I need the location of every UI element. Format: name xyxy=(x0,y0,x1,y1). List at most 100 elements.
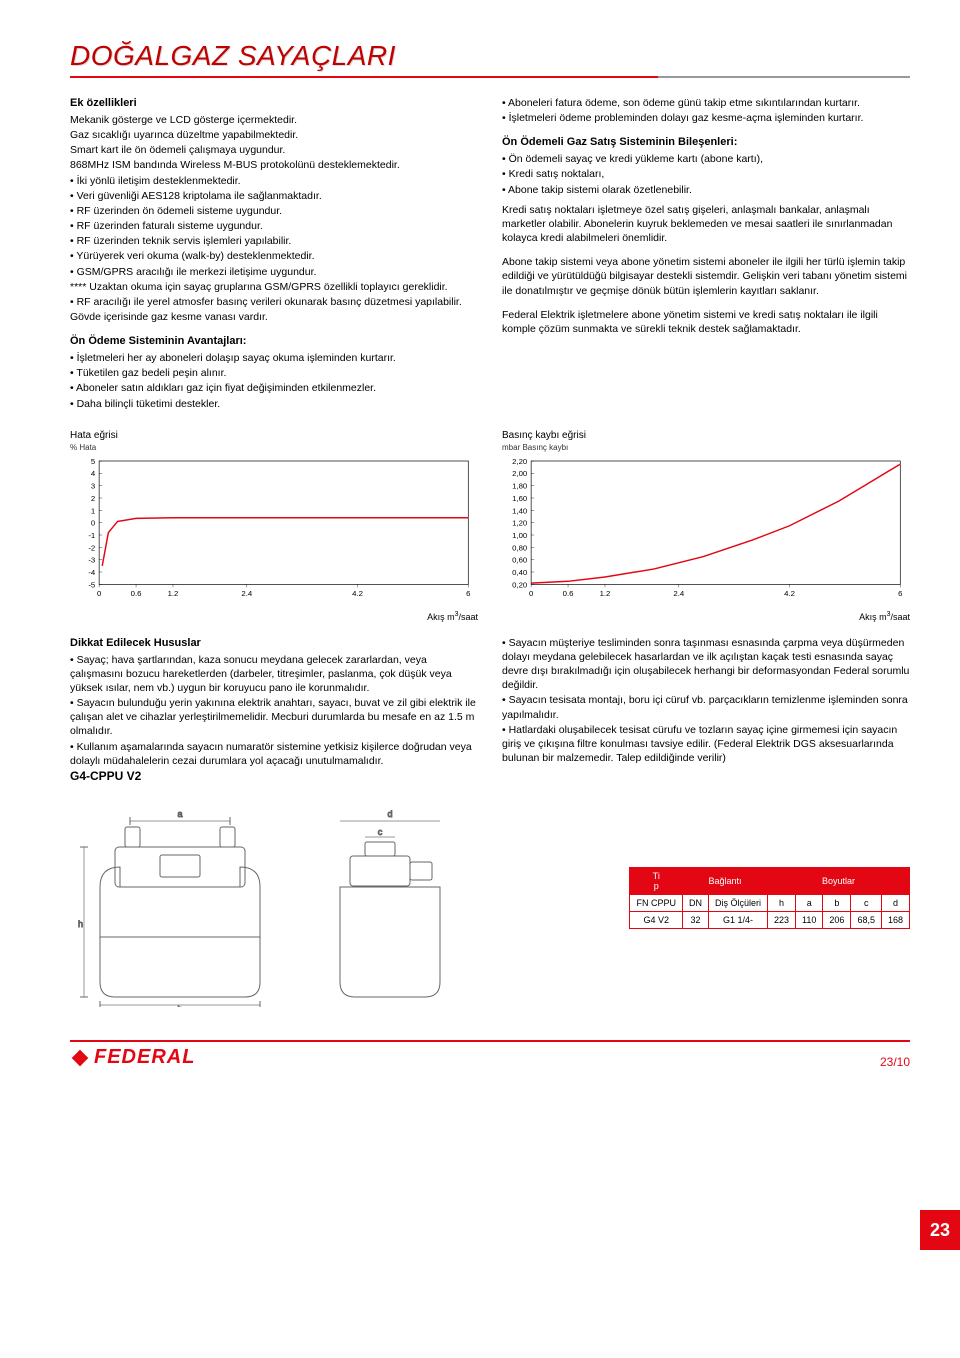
feature-bullet: RF aracılığı ile yerel atmosfer basınç v… xyxy=(70,295,478,309)
advantage-bullet: Tüketilen gaz bedeli peşin alınır. xyxy=(70,366,478,380)
component-bullet: Ön ödemeli sayaç ve kredi yükleme kartı … xyxy=(502,152,910,166)
th-dimensions: Boyutlar xyxy=(768,868,910,895)
dimensions-table: Tip Bağlantı Boyutlar FN CPPU DN Diş Ölç… xyxy=(629,867,910,929)
svg-text:0,20: 0,20 xyxy=(512,580,528,589)
td-val: 223 xyxy=(768,912,796,929)
td-sub: d xyxy=(881,895,909,912)
feature-text: Smart kart ile ön ödemeli çalışmaya uygu… xyxy=(70,143,478,157)
feature-text: Gaz sıcaklığı uyarınca düzeltme yapabilm… xyxy=(70,128,478,142)
th-connection: Bağlantı xyxy=(683,868,768,895)
svg-text:a: a xyxy=(177,809,182,819)
feature-note: **** Uzaktan okuma için sayaç gruplarına… xyxy=(70,280,478,294)
chart1-title: Hata eğrisi xyxy=(70,430,478,441)
svg-text:d: d xyxy=(387,809,392,819)
svg-text:0,60: 0,60 xyxy=(512,555,528,564)
td-sub: Diş Ölçüleri xyxy=(709,895,768,912)
td-val: 32 xyxy=(683,912,709,929)
svg-text:0: 0 xyxy=(91,518,96,527)
svg-text:-5: -5 xyxy=(88,580,95,589)
chart2-sub: mbar Basınç kaybı xyxy=(502,443,910,452)
svg-text:1,60: 1,60 xyxy=(512,494,528,503)
svg-text:h: h xyxy=(78,919,83,929)
caution-bullet: Hatlardaki oluşabilecek tesisat cürufu v… xyxy=(502,723,910,766)
features-heading: Ek özellikleri xyxy=(70,96,478,111)
advantage-bullet: Aboneler satın aldıkları gaz için fiyat … xyxy=(70,381,478,395)
advantage-bullet: İşletmeleri her ay aboneleri dolaşıp say… xyxy=(70,351,478,365)
svg-text:1,00: 1,00 xyxy=(512,531,528,540)
chart2-xlabel: Akış m3/saat xyxy=(502,611,910,622)
feature-bullet: RF üzerinden faturalı sisteme uygundur. xyxy=(70,219,478,233)
caution-bullet: Sayaç; hava şartlarından, kaza sonucu me… xyxy=(70,653,478,696)
component-bullet: Kredi satış noktaları, xyxy=(502,167,910,181)
svg-text:2,00: 2,00 xyxy=(512,469,528,478)
feature-bullet: GSM/GPRS aracılığı ile merkezi iletişime… xyxy=(70,265,478,279)
title-underline xyxy=(70,76,910,78)
technical-drawing-side: d c xyxy=(310,807,470,1010)
svg-text:0: 0 xyxy=(97,589,102,598)
td-sub: FN CPPU xyxy=(630,895,683,912)
page-number: 23/10 xyxy=(880,1055,910,1069)
caution-bullet: Kullanım aşamalarında sayacın numaratör … xyxy=(70,740,478,768)
svg-text:1,20: 1,20 xyxy=(512,518,528,527)
feature-bullet: Veri güvenliği AES128 kriptolama ile sağ… xyxy=(70,189,478,203)
caution-bullet: Sayacın müşteriye tesliminden sonra taşı… xyxy=(502,636,910,693)
svg-text:0,80: 0,80 xyxy=(512,543,528,552)
technical-drawing-front: a h b xyxy=(70,807,290,1010)
td-val: G1 1/4- xyxy=(709,912,768,929)
svg-text:1,40: 1,40 xyxy=(512,506,528,515)
svg-text:4.2: 4.2 xyxy=(352,589,363,598)
td-val: G4 V2 xyxy=(630,912,683,929)
logo-text: FEDERAL xyxy=(94,1046,195,1069)
feature-bullet: RF üzerinden ön ödemeli sisteme uygundur… xyxy=(70,204,478,218)
svg-text:0.6: 0.6 xyxy=(563,589,574,598)
feature-bullet: İki yönlü iletişim desteklenmektedir. xyxy=(70,174,478,188)
svg-text:3: 3 xyxy=(91,481,95,490)
svg-text:2,20: 2,20 xyxy=(512,457,528,466)
model-name: G4-CPPU V2 xyxy=(70,769,910,783)
chart1-sub: % Hata xyxy=(70,443,478,452)
feature-bullet: RF üzerinden teknik servis işlemleri yap… xyxy=(70,234,478,248)
svg-text:1,80: 1,80 xyxy=(512,481,528,490)
svg-text:0: 0 xyxy=(529,589,534,598)
page-badge: 23 xyxy=(920,1210,960,1250)
caution-bullet: Sayacın tesisata montajı, boru içi cüruf… xyxy=(502,693,910,721)
right-para: Federal Elektrik işletmelere abone yönet… xyxy=(502,308,910,336)
svg-text:4: 4 xyxy=(91,469,96,478)
td-sub: h xyxy=(768,895,796,912)
chart2-title: Basınç kaybı eğrisi xyxy=(502,430,910,441)
td-sub: a xyxy=(796,895,823,912)
component-bullet: Abone takip sistemi olarak özetlenebilir… xyxy=(502,183,910,197)
svg-text:-3: -3 xyxy=(88,555,95,564)
svg-text:1.2: 1.2 xyxy=(600,589,611,598)
svg-text:5: 5 xyxy=(91,457,95,466)
td-sub: b xyxy=(823,895,851,912)
feature-text: 868MHz ISM bandında Wireless M-BUS proto… xyxy=(70,158,478,172)
th-tip: Tip xyxy=(630,868,683,895)
svg-text:c: c xyxy=(378,827,383,837)
right-column: Aboneleri fatura ödeme, son ödeme günü t… xyxy=(502,96,910,412)
advantages-heading: Ön Ödeme Sisteminin Avantajları: xyxy=(70,334,478,349)
svg-text:-2: -2 xyxy=(88,543,95,552)
svg-text:2: 2 xyxy=(91,494,95,503)
caution-bullet: Sayacın bulunduğu yerin yakınına elektri… xyxy=(70,696,478,739)
components-heading: Ön Ödemeli Gaz Satış Sisteminin Bileşenl… xyxy=(502,135,910,150)
error-chart: Hata eğrisi % Hata 543210-1-2-3-4-500.61… xyxy=(70,430,478,622)
right-bullet: Aboneleri fatura ödeme, son ödeme günü t… xyxy=(502,96,910,110)
svg-text:0,40: 0,40 xyxy=(512,568,528,577)
pressure-chart: Basınç kaybı eğrisi mbar Basınç kaybı 2,… xyxy=(502,430,910,622)
svg-text:-1: -1 xyxy=(88,531,95,540)
svg-text:6: 6 xyxy=(898,589,902,598)
svg-text:1.2: 1.2 xyxy=(168,589,179,598)
caution-column: Dikkat Edilecek Hususlar Sayaç; hava şar… xyxy=(70,636,478,769)
td-val: 206 xyxy=(823,912,851,929)
svg-text:2.4: 2.4 xyxy=(241,589,252,598)
td-val: 68,5 xyxy=(851,912,882,929)
svg-text:1: 1 xyxy=(91,506,95,515)
right-para: Abone takip sistemi veya abone yönetim s… xyxy=(502,255,910,298)
svg-text:-4: -4 xyxy=(88,568,96,577)
svg-text:2.4: 2.4 xyxy=(673,589,684,598)
td-sub: c xyxy=(851,895,882,912)
caution-heading: Dikkat Edilecek Hususlar xyxy=(70,636,478,651)
td-val: 110 xyxy=(796,912,823,929)
chart1-svg: 543210-1-2-3-4-500.61.22.44.26 xyxy=(70,454,478,604)
